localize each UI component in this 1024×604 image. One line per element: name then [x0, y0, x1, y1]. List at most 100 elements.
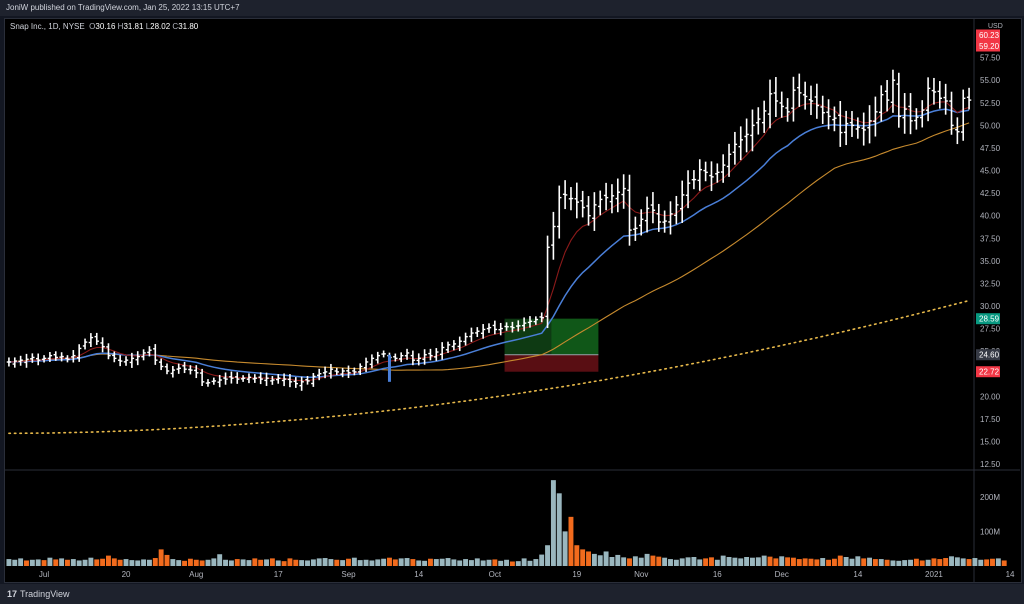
volume-bar: [755, 557, 761, 566]
ohlc-bar: [88, 333, 94, 348]
price-tick-label: 32.50: [980, 279, 1001, 288]
volume-bar: [861, 558, 867, 566]
ohlc-bar: [328, 363, 334, 379]
ohlc-bar: [182, 361, 187, 374]
ohlc-bar: [966, 87, 972, 110]
volume-bar: [258, 559, 264, 566]
volume-bar: [480, 560, 486, 566]
volume-bar: [855, 556, 861, 566]
volume-bar: [117, 559, 123, 566]
volume-bar: [931, 558, 937, 566]
volume-bar: [164, 554, 170, 566]
volume-bar: [656, 556, 662, 566]
ohlc-bar: [439, 342, 445, 360]
ohlc-bar: [358, 363, 363, 376]
ohlc-bar: [299, 376, 304, 391]
volume-bar: [831, 558, 837, 566]
ohlc-bar: [47, 352, 53, 362]
price-tick-label: 35.00: [980, 257, 1001, 266]
ohlc-bar: [281, 373, 287, 387]
ohlc-bar: [164, 363, 170, 375]
ohlc-bar: [838, 101, 843, 147]
volume-bar: [632, 556, 638, 566]
ohlc-bar: [346, 365, 351, 379]
volume-bar: [381, 558, 387, 566]
ohlc-bar: [100, 337, 105, 353]
ohlc-bar: [422, 349, 427, 365]
ohlc-bar: [574, 182, 580, 219]
volume-bar: [451, 559, 457, 566]
volume-bar: [445, 558, 451, 566]
volume-bar: [217, 554, 223, 566]
ohlc-bar: [557, 185, 562, 239]
logo-text: TradingView: [20, 589, 70, 599]
ohlc-bar: [12, 357, 17, 368]
volume-bar: [644, 553, 650, 566]
ohlc-bar: [568, 187, 574, 211]
ohlc-bar: [153, 344, 158, 365]
ohlc-bar: [24, 353, 29, 368]
ohlc-bar: [492, 320, 498, 335]
ohlc-bar: [498, 322, 503, 336]
time-tick-label: Nov: [634, 570, 648, 579]
time-tick-label: 19: [572, 570, 581, 579]
ohlc-bar: [205, 379, 211, 387]
ohlc-bar: [258, 372, 263, 385]
volume-bar: [785, 557, 791, 566]
low-value: 28.02: [150, 22, 171, 31]
ohlc-bar: [240, 375, 246, 382]
time-tick-label: 17: [274, 570, 283, 579]
ohlc-bar: [18, 355, 23, 366]
time-tick-label: Dec: [775, 570, 789, 579]
price-tag: 28.59: [976, 313, 1000, 325]
volume-bar: [562, 531, 568, 566]
ohlc-bar: [276, 374, 281, 384]
volume-bar: [609, 557, 615, 566]
volume-bar: [949, 556, 954, 566]
ohlc-bar: [609, 184, 615, 214]
volume-bar: [802, 558, 808, 566]
ohlc-bar: [920, 100, 925, 128]
volume-bar: [960, 558, 966, 566]
volume-bar: [18, 558, 24, 566]
ohlc-bar: [404, 348, 410, 360]
volume-bar: [6, 559, 12, 566]
ohlc-bar: [317, 368, 322, 381]
volume-bar: [88, 557, 94, 566]
volume-bar: [673, 559, 679, 566]
price-tag-bg: [976, 349, 1000, 361]
ohlc-bar: [925, 77, 931, 122]
volume-bar: [187, 558, 193, 566]
volume-bar: [954, 557, 960, 566]
volume-bar: [556, 493, 562, 566]
volume-bar: [82, 559, 88, 566]
ohlc-bar: [761, 100, 767, 133]
volume-bar: [457, 560, 463, 566]
ohlc-bar: [726, 143, 732, 177]
volume-bar: [375, 559, 381, 566]
volume-bar: [299, 560, 305, 566]
volume-bar: [744, 557, 750, 566]
ohlc-bar: [334, 367, 339, 375]
volume-bar: [527, 560, 533, 566]
price-axis: 57.50 55.00 52.50 50.00 47.50 45.00 42.50 40.00…: [980, 54, 1001, 469]
volume-bar: [843, 557, 849, 566]
volume-bar: [808, 558, 814, 566]
volume-bar: [12, 559, 18, 566]
volume-bar: [152, 558, 158, 566]
volume-bar: [29, 559, 35, 566]
volume-bar: [738, 558, 744, 566]
volume-bar: [41, 560, 47, 566]
ohlc-bar: [76, 344, 82, 362]
ohlc-bar: [773, 77, 779, 117]
ohlc-bar: [147, 346, 152, 357]
volume-bar: [305, 560, 310, 566]
tradingview-logo[interactable]: 17 TradingView: [7, 589, 70, 599]
ohlc-bar: [562, 180, 568, 210]
ohlc-bar: [305, 375, 310, 385]
volume-bar: [1001, 560, 1007, 566]
volume-bar: [714, 559, 720, 566]
ohlc-bar: [428, 348, 433, 361]
symbol-legend[interactable]: Snap Inc., 1D, NYSE O30.16 H31.81 L28.02…: [10, 22, 198, 31]
